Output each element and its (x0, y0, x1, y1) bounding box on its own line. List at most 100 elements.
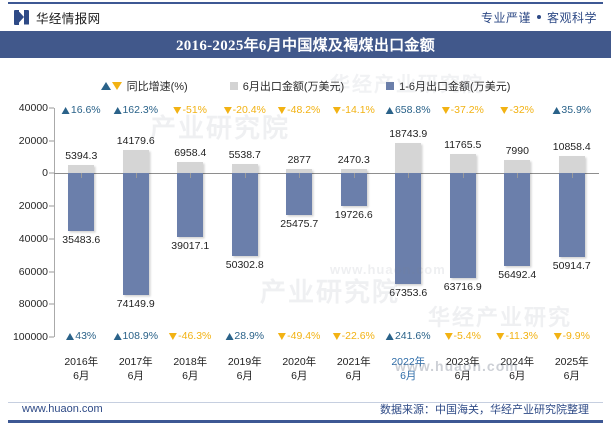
bar-june-amount[interactable] (286, 168, 313, 174)
y-axis-tick-label: 0 (42, 167, 48, 180)
x-axis-category-line2: 6月 (400, 370, 417, 382)
bar-category-group[interactable]: 5538.7 50302.8 (218, 100, 273, 352)
bar-category-group[interactable]: 11765.5 63716.9 (436, 100, 491, 352)
bar-cumulative-amount[interactable] (449, 173, 476, 278)
growth-rate-label: -5.4% (453, 330, 481, 342)
bar-category-group[interactable]: 18743.9 67353.6 (381, 100, 436, 352)
x-axis-category-label: 2016年 6月 (64, 355, 98, 383)
growth-row-top: 16.6% 162.3% -51% -20.4% -48.2% -14.1% 658.8% -… (54, 104, 599, 118)
triangle-pair-icon (100, 82, 122, 90)
x-axis-category-label: 2022年 6月 (391, 355, 425, 383)
x-axis-tick-mark (190, 173, 192, 179)
x-axis-category-line1: 2025年 (554, 356, 589, 368)
x-axis-tick-mark (135, 173, 137, 179)
legend-item-cumulative[interactable]: 1-6月出口金额(万美元) (386, 78, 510, 94)
bar-cumulative-amount[interactable] (395, 173, 422, 284)
x-axis-tick-mark (244, 173, 246, 179)
bar-june-amount[interactable] (558, 155, 585, 174)
x-axis-category-line1: 2020年 (282, 356, 317, 368)
bar-category-group[interactable]: 10858.4 50914.7 (545, 100, 600, 352)
x-axis-category-line1: 2021年 (336, 356, 371, 368)
triangle-down-icon (111, 82, 122, 90)
triangle-up-icon (100, 82, 111, 90)
bar-label-june-amount: 2470.3 (337, 154, 370, 167)
bar-label-cumulative-amount: 50914.7 (552, 259, 591, 272)
footer-divider (8, 402, 603, 403)
y-axis-tick-mark (49, 205, 54, 207)
y-axis-tick-label: 60000 (18, 265, 48, 278)
bar-label-cumulative-amount: 50302.8 (225, 258, 264, 271)
bar-june-amount[interactable] (395, 142, 422, 174)
y-axis-tick-mark (49, 107, 54, 109)
bar-june-amount[interactable] (340, 169, 367, 174)
y-axis: 40000 20000 0 20000 40000 60000 80000 100000 (0, 100, 56, 352)
footer-site-url[interactable]: www.huaon.com (22, 403, 103, 415)
bar-group: 5394.3 35483.6 14179.6 74149.9 6958.4 39017.1… (54, 100, 599, 352)
x-axis-category-line2: 6月 (454, 370, 471, 382)
growth-rate-label: -14.1% (341, 104, 375, 116)
brand-header: 华经情报网 专业严谨 客观科学 (0, 4, 611, 30)
bar-category-group[interactable]: 7990 56492.4 (490, 100, 545, 352)
growth-rate-label: -22.6% (341, 330, 375, 342)
legend-item-growth[interactable]: 同比增速(%) (100, 78, 188, 94)
bar-june-amount[interactable] (177, 162, 204, 174)
bar-cumulative-amount[interactable] (177, 173, 204, 238)
triangle-down-icon (444, 332, 453, 340)
triangle-up-icon (552, 106, 561, 114)
growth-rate-label: 43% (75, 330, 97, 342)
bar-category-group[interactable]: 2877 25475.7 (272, 100, 327, 352)
growth-rate-item: 35.9% (552, 104, 591, 116)
x-axis-tick-mark (462, 173, 464, 179)
x-axis-category-line1: 2023年 (445, 356, 480, 368)
triangle-up-icon (113, 106, 122, 114)
bar-june-amount[interactable] (68, 164, 95, 174)
bar-label-cumulative-amount: 35483.6 (62, 234, 101, 247)
bar-june-amount[interactable] (122, 150, 149, 174)
legend-item-june[interactable]: 6月出口金额(万美元) (229, 78, 345, 94)
bar-june-amount[interactable] (504, 160, 531, 174)
bar-cumulative-amount[interactable] (231, 173, 258, 256)
bar-label-june-amount: 6958.4 (174, 147, 207, 160)
bar-cumulative-amount[interactable] (558, 173, 585, 257)
bar-category-group[interactable]: 6958.4 39017.1 (163, 100, 218, 352)
growth-rate-label: 108.9% (122, 330, 159, 342)
legend-label-june: 6月出口金额(万美元) (242, 81, 345, 93)
x-axis-category-line1: 2018年 (173, 356, 208, 368)
bar-cumulative-amount[interactable] (68, 173, 95, 232)
triangle-up-icon (385, 332, 394, 340)
y-axis-tick-label: 100000 (12, 331, 48, 343)
chart-title-band: 2016-2025年6月中国煤及褐煤出口金额 (0, 31, 611, 58)
bar-label-june-amount: 18743.9 (389, 127, 428, 140)
bar-label-cumulative-amount: 39017.1 (171, 240, 210, 253)
bar-label-june-amount: 7990 (505, 145, 529, 158)
growth-rate-item: 241.6% (385, 330, 431, 342)
bar-cumulative-amount[interactable] (122, 173, 149, 295)
triangle-up-icon (385, 106, 394, 114)
bar-cumulative-amount[interactable] (340, 173, 367, 206)
growth-rate-label: -9.9% (562, 330, 590, 342)
bar-june-amount[interactable] (449, 154, 476, 174)
growth-rate-item: 43% (66, 330, 96, 342)
growth-rate-label: 16.6% (70, 104, 101, 116)
bar-label-cumulative-amount: 19726.6 (334, 208, 373, 221)
bar-category-group[interactable]: 14179.6 74149.9 (109, 100, 164, 352)
y-axis-tick-label: 20000 (18, 200, 48, 213)
x-axis-category-label: 2021年 6月 (337, 355, 371, 383)
bar-cumulative-amount[interactable] (504, 173, 531, 266)
x-axis-category-line1: 2022年 (391, 356, 426, 368)
triangle-down-icon (332, 332, 341, 340)
x-axis-category-line1: 2017年 (118, 356, 153, 368)
growth-rate-label: -11.3% (505, 330, 539, 342)
bar-cumulative-amount[interactable] (286, 173, 313, 216)
bar-label-cumulative-amount: 25475.7 (280, 218, 319, 231)
y-axis-tick-mark (49, 271, 54, 273)
bar-category-group[interactable]: 2470.3 19726.6 (327, 100, 382, 352)
triangle-down-icon (496, 332, 505, 340)
x-axis-tick-mark (571, 173, 573, 179)
x-axis-category-line2: 6月 (509, 370, 526, 382)
bar-category-group[interactable]: 5394.3 35483.6 (54, 100, 109, 352)
y-axis-tick-label: 40000 (18, 102, 48, 114)
growth-rate-item: 28.9% (225, 330, 264, 342)
bar-june-amount[interactable] (231, 164, 258, 174)
